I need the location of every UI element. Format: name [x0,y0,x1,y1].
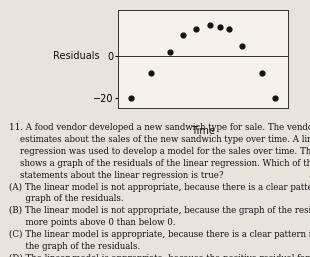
Point [194,27,199,31]
Point [218,25,223,29]
Point [128,96,133,100]
Text: Time: Time [191,125,215,135]
Point [227,27,232,31]
Text: 11. A food vendor developed a new sandwich type for sale. The vendor made
    es: 11. A food vendor developed a new sandwi… [9,123,310,257]
Point [181,33,186,37]
Point [273,96,278,100]
Point [259,71,264,75]
Text: Residuals: Residuals [53,51,100,61]
Point [207,23,212,27]
Point [148,71,153,75]
Point [240,43,245,48]
Point [168,50,173,54]
